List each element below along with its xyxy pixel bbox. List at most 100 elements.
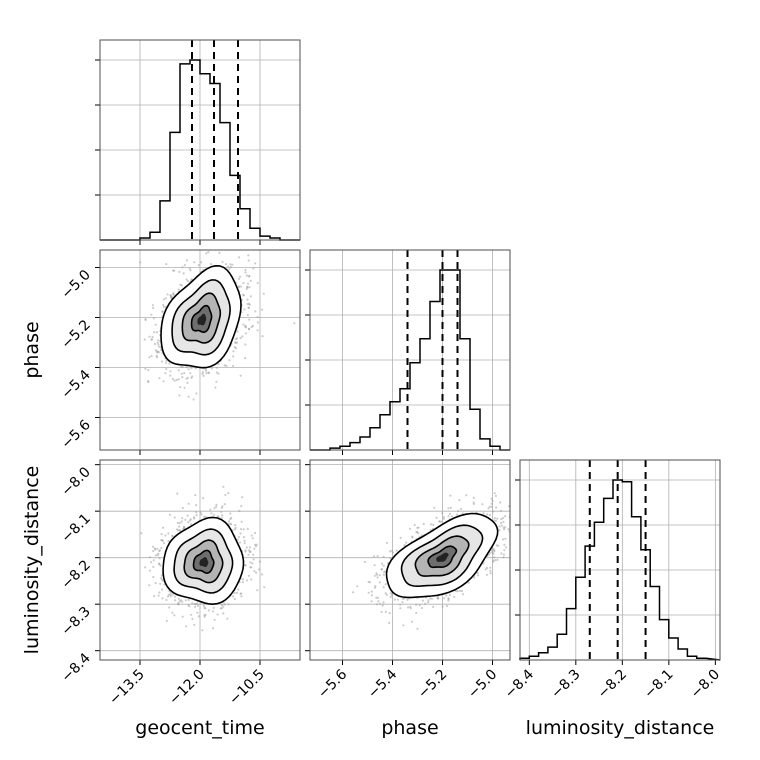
scatter-point <box>215 366 218 369</box>
density-fill-4 <box>199 557 209 567</box>
scatter-point <box>233 591 236 595</box>
scatter-point <box>486 566 489 570</box>
scatter-point <box>253 570 256 573</box>
scatter-point <box>178 529 182 532</box>
scatter-point <box>162 303 165 307</box>
scatter-point <box>210 512 213 515</box>
scatter-point <box>385 541 389 545</box>
scatter-point <box>224 493 227 496</box>
scatter-point <box>228 520 231 523</box>
scatter-point <box>169 374 172 377</box>
panel-0-0 <box>95 40 300 245</box>
scatter-point <box>222 485 225 488</box>
scatter-point <box>231 263 234 266</box>
scatter-point <box>190 367 193 370</box>
scatter-point <box>183 372 186 375</box>
scatter-point <box>249 295 252 298</box>
scatter-point <box>403 544 406 547</box>
scatter-point <box>247 306 250 309</box>
scatter-point <box>240 592 243 595</box>
scatter-point <box>180 520 183 523</box>
scatter-point <box>498 529 501 532</box>
scatter-point <box>245 579 249 582</box>
scatter-point <box>500 518 503 521</box>
scatter-point <box>200 261 203 264</box>
scatter-point <box>157 339 160 342</box>
scatter-point <box>239 532 242 535</box>
scatter-point <box>171 535 174 538</box>
scatter-point <box>185 377 188 380</box>
scatter-point <box>382 586 385 589</box>
scatter-point <box>441 512 444 515</box>
scatter-point <box>262 292 265 295</box>
scatter-point <box>482 562 485 565</box>
scatter-point <box>152 575 155 579</box>
scatter-point <box>497 544 500 547</box>
scatter-point <box>140 532 143 535</box>
scatter-point <box>213 507 216 510</box>
scatter-point <box>155 354 158 357</box>
contour-line <box>183 539 224 584</box>
scatter-point <box>180 365 183 368</box>
scatter-point <box>216 515 219 518</box>
scatter-point <box>248 286 251 289</box>
scatter-point <box>246 527 249 531</box>
scatter-point <box>385 593 388 596</box>
scatter-point <box>249 566 252 569</box>
scatter-point <box>411 535 414 538</box>
scatter-point <box>232 595 235 598</box>
scatter-point <box>247 328 251 331</box>
scatter-point <box>185 278 188 281</box>
scatter-point <box>195 504 198 507</box>
scatter-point <box>164 361 167 364</box>
scatter-point <box>187 368 190 371</box>
scatter-point <box>499 509 503 512</box>
scatter-point <box>254 262 257 265</box>
scatter-point <box>494 494 497 497</box>
scatter-point <box>174 599 177 602</box>
scatter-point <box>172 293 175 296</box>
scatter-point <box>442 516 445 519</box>
scatter-point <box>246 286 249 289</box>
scatter-point <box>244 357 247 360</box>
scatter-point <box>250 534 253 537</box>
scatter-point <box>183 264 186 267</box>
scatter-point <box>381 562 384 565</box>
scatter-point <box>248 318 251 321</box>
scatter-point <box>165 263 168 266</box>
scatter-point <box>177 603 180 606</box>
scatter-point <box>153 594 156 598</box>
scatter-point <box>205 252 208 255</box>
scatter-point <box>184 518 187 521</box>
scatter-point <box>187 502 190 505</box>
scatter-point <box>150 561 153 564</box>
scatter-point <box>493 492 496 495</box>
scatter-point <box>139 261 142 264</box>
scatter-point <box>256 329 259 332</box>
scatter-point <box>187 603 190 607</box>
scatter-point <box>488 514 491 517</box>
scatter-point <box>147 380 150 383</box>
scatter-point <box>442 517 445 520</box>
scatter-point <box>258 560 261 563</box>
scatter-point <box>148 556 151 559</box>
scatter-point <box>247 574 250 577</box>
scatter-point <box>201 629 204 632</box>
joint-content <box>139 251 296 401</box>
scatter-point <box>199 511 202 514</box>
scatter-point <box>535 497 537 499</box>
scatter-point <box>378 581 381 584</box>
scatter-point <box>167 532 170 535</box>
scatter-point <box>240 595 243 598</box>
scatter-point <box>203 615 206 618</box>
scatter-point <box>210 367 213 370</box>
scatter-point <box>147 368 150 372</box>
scatter-point <box>492 547 495 550</box>
scatter-point <box>205 372 208 375</box>
scatter-point <box>207 371 210 375</box>
contour-line <box>173 528 234 594</box>
density-fill-4 <box>197 313 207 326</box>
scatter-point <box>494 559 497 562</box>
scatter-point <box>247 275 250 278</box>
scatter-point <box>476 571 479 575</box>
